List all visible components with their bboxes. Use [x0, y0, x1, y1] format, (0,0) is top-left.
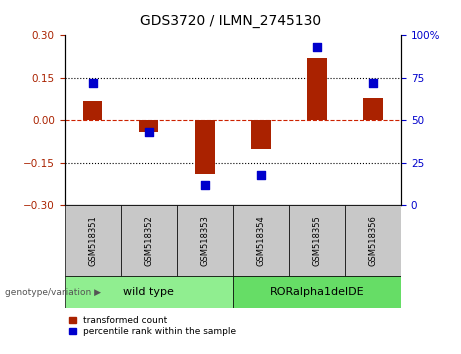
Text: GDS3720 / ILMN_2745130: GDS3720 / ILMN_2745130	[140, 14, 321, 28]
Bar	[233, 276, 401, 308]
Text: GSM518355: GSM518355	[313, 215, 321, 266]
Point	[257, 172, 265, 178]
Text: GSM518351: GSM518351	[88, 215, 97, 266]
Text: wild type: wild type	[123, 287, 174, 297]
Bar	[345, 205, 401, 276]
Bar	[363, 98, 383, 120]
Bar	[65, 276, 233, 308]
Point	[89, 80, 96, 86]
Point	[145, 130, 152, 135]
Bar	[83, 101, 102, 120]
Bar	[233, 205, 289, 276]
Point	[201, 182, 208, 188]
Bar	[139, 120, 159, 132]
Bar	[195, 120, 214, 174]
Bar	[177, 205, 233, 276]
Bar	[251, 120, 271, 149]
Text: GSM518356: GSM518356	[368, 215, 378, 266]
Point	[313, 45, 321, 50]
Text: GSM518353: GSM518353	[200, 215, 209, 266]
Bar	[121, 205, 177, 276]
Text: GSM518352: GSM518352	[144, 215, 153, 266]
Legend: transformed count, percentile rank within the sample: transformed count, percentile rank withi…	[69, 316, 236, 336]
Bar	[289, 205, 345, 276]
Text: GSM518354: GSM518354	[256, 215, 266, 266]
Bar	[307, 58, 327, 120]
Text: genotype/variation ▶: genotype/variation ▶	[5, 287, 100, 297]
Text: RORalpha1delDE: RORalpha1delDE	[270, 287, 364, 297]
Point	[369, 80, 377, 86]
Bar	[65, 205, 121, 276]
